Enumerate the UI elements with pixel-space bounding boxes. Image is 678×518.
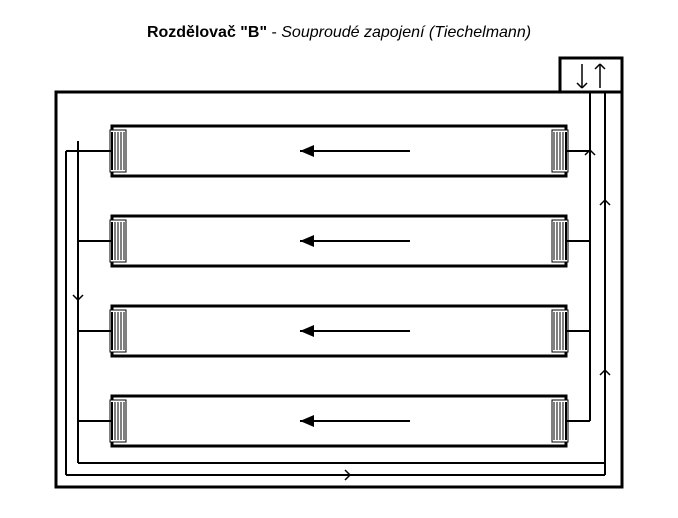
tiechelmann-diagram	[0, 0, 678, 518]
